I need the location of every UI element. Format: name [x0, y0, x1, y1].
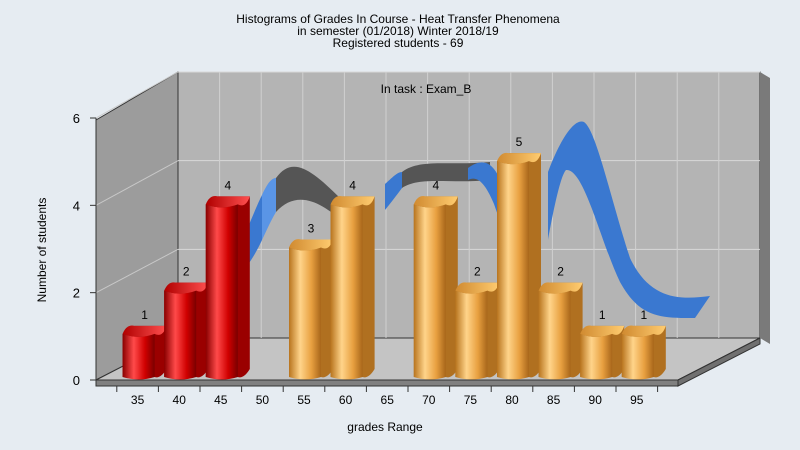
bar-label-75: 2	[474, 265, 481, 279]
y-tick-label-6: 6	[73, 111, 80, 126]
bar-75: 2	[455, 265, 500, 380]
x-tick-label-85: 85	[547, 393, 561, 407]
floor-front-edge	[95, 379, 679, 387]
bar-55: 3	[289, 222, 333, 380]
x-tick-label-50: 50	[256, 393, 270, 407]
y-axis-label: Number of students	[35, 198, 49, 303]
y-ticks: 0 2 4 6	[73, 111, 96, 388]
chart-title-line-1: Histograms of Grades In Course - Heat Tr…	[236, 12, 560, 26]
bar-label-55: 3	[308, 222, 315, 236]
bar-45: 4	[205, 178, 250, 380]
bars-layer: 1 2 4 3 4 4 2 5 2 1 1	[122, 135, 666, 380]
x-axis-label: grades Range	[347, 420, 423, 434]
x-tick-label-35: 35	[131, 393, 145, 407]
bar-label-80: 5	[516, 135, 523, 149]
bar-label-70: 4	[432, 178, 439, 192]
x-tick-label-80: 80	[505, 393, 519, 407]
x-tick-label-45: 45	[214, 393, 228, 407]
bar-label-35: 1	[141, 308, 148, 322]
ribbon-blue-segment-2	[262, 178, 276, 240]
bar-label-85: 2	[557, 265, 564, 279]
back-wall-shadow	[760, 72, 770, 344]
bar-label-95: 1	[640, 308, 647, 322]
bar-label-40: 2	[183, 265, 190, 279]
ribbon-gray-segment-1	[276, 166, 345, 224]
y-tick-label-0: 0	[73, 373, 80, 388]
bar-60: 4	[330, 178, 375, 380]
bar-70: 4	[413, 178, 458, 380]
bar-label-60: 4	[349, 178, 356, 192]
bar-95: 1	[621, 308, 666, 380]
bar-35: 1	[122, 308, 167, 380]
floor-side-edge	[677, 337, 761, 387]
bar-40: 2	[164, 265, 209, 380]
chart-title-line-3: Registered students - 69	[333, 36, 464, 50]
ribbon-blue-segment-3	[385, 172, 402, 210]
bar-80: 5	[497, 135, 541, 380]
x-tick-label-95: 95	[630, 393, 644, 407]
bar-90: 1	[580, 308, 625, 380]
chart-annotation: In task : Exam_B	[381, 82, 472, 96]
y-tick-label-2: 2	[73, 286, 80, 301]
bar-85: 2	[538, 265, 583, 380]
y-tick-label-4: 4	[73, 198, 80, 213]
bar-label-90: 1	[599, 308, 606, 322]
x-tick-label-90: 90	[589, 393, 603, 407]
x-tick-label-40: 40	[173, 393, 187, 407]
ribbon-blue-segment-5	[548, 121, 710, 318]
x-tick-label-65: 65	[381, 393, 395, 407]
x-ticks: 35 40 45 50 55 60 65 70 75 80 85 90 95	[116, 386, 659, 407]
x-tick-label-75: 75	[464, 393, 478, 407]
bar-label-45: 4	[224, 178, 231, 192]
x-tick-label-70: 70	[422, 393, 436, 407]
x-tick-label-60: 60	[339, 393, 353, 407]
chart-title-line-2: in semester (01/2018) Winter 2018/19	[297, 24, 499, 38]
x-tick-label-55: 55	[297, 393, 311, 407]
